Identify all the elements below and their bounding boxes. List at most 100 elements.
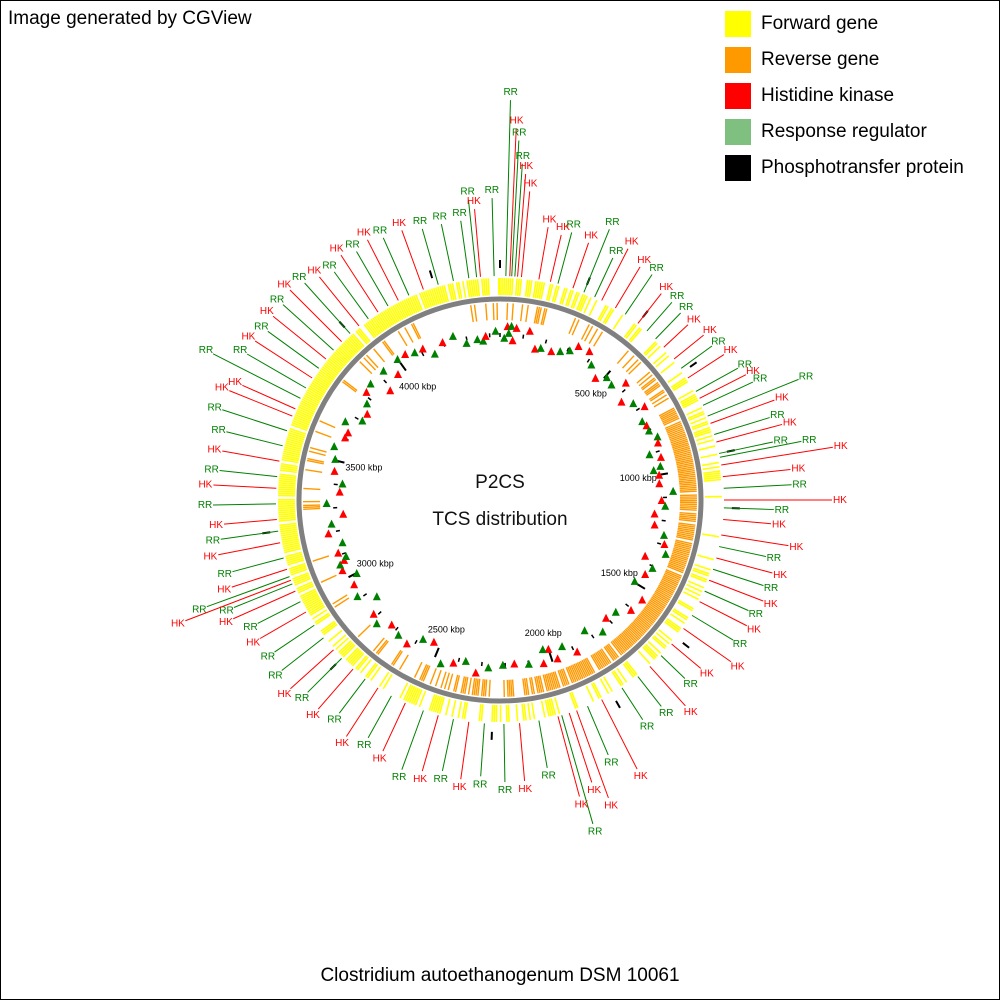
reverse-gene-mark [372,637,385,652]
reverse-gene-mark [607,643,620,658]
forward-gene-mark [345,339,359,353]
forward-gene-mark [321,622,337,634]
reverse-gene-mark [654,590,671,601]
hk-arrow [512,323,521,332]
forward-gene-mark [348,649,362,664]
forward-gene-mark [327,359,342,372]
rr-arrow [630,576,639,585]
forward-gene-mark [698,445,716,451]
hk-arrow [539,659,548,668]
forward-gene-mark [422,291,431,308]
forward-gene-mark [305,390,322,401]
callout-line [576,710,609,799]
phosphotransfer-mark [615,700,621,709]
rr-arrow [598,627,607,636]
reverse-gene-mark [679,505,697,508]
reverse-gene-mark [342,381,357,393]
forward-gene-mark [554,697,561,715]
reverse-gene-mark [549,672,556,690]
hk-label: HK [783,417,797,428]
hk-arrow [530,344,539,353]
forward-gene-mark [404,685,414,702]
minor-tick [655,450,660,453]
tick-label: 1500 kbp [601,568,638,578]
rr-arrow [656,461,665,470]
callout-line [673,334,704,360]
reverse-gene-mark [539,675,545,693]
callout-line [421,228,439,285]
hk-arrow [344,428,353,437]
forward-gene-mark [694,563,711,571]
forward-gene-mark [538,281,544,299]
forward-gene-mark [344,340,358,354]
hk-arrow [350,580,359,589]
forward-gene-mark [672,609,688,621]
rr-label: RR [270,294,284,305]
reverse-gene-mark [667,427,684,436]
legend: Forward gene Reverse gene Histidine kina… [725,6,964,186]
forward-gene-mark [293,415,311,424]
forward-gene-mark [283,543,301,550]
callout-line [307,658,342,693]
forward-gene-mark [308,385,325,396]
forward-gene-mark [307,387,324,398]
callout-line [557,716,580,797]
forward-gene-mark [702,466,720,471]
hk-label: HK [773,570,787,581]
callout-line [663,324,689,348]
hk-label: HK [277,279,291,290]
reverse-gene-mark [624,628,638,642]
forward-gene-mark [278,477,297,481]
rr-label: RR [204,465,218,476]
hk-arrow [591,373,600,382]
forward-gene-mark [312,380,328,391]
forward-gene-mark [284,444,302,450]
forward-gene-mark [588,299,598,316]
phosphotransfer-mark [682,642,690,649]
reverse-gene-mark [547,673,554,690]
reverse-gene-mark [669,435,687,442]
callout-line [520,191,531,278]
reverse-gene-mark [674,453,692,459]
forward-gene-mark [290,566,307,574]
reverse-gene-mark [565,667,574,684]
reverse-gene-mark [642,609,657,621]
forward-gene-mark [678,599,694,610]
forward-gene-mark [307,602,324,613]
forward-gene-mark [382,673,393,690]
hk-label: HK [604,800,618,811]
hk-arrow [363,409,372,418]
forward-gene-mark [431,288,438,306]
reverse-gene-mark [676,462,694,467]
forward-gene-mark [290,423,308,432]
callout-line [695,367,739,392]
minor-tick [377,611,382,615]
callout-line [491,198,495,277]
forward-gene-mark [571,691,579,709]
callout-line [549,234,562,282]
reverse-gene-mark [357,624,371,638]
reverse-gene-mark [584,325,594,342]
forward-gene-mark [313,378,329,389]
hk-arrow [574,341,583,350]
forward-gene-mark [282,542,300,548]
reverse-gene-mark [422,665,431,682]
forward-gene-mark [688,412,705,421]
forward-gene-mark [278,506,296,510]
minor-tick [571,646,575,651]
reverse-gene-mark [452,674,459,692]
callout-line [333,271,369,320]
rr-arrow [379,366,388,375]
forward-gene-mark [304,392,321,403]
forward-gene-mark [670,613,686,625]
forward-gene-mark [414,689,423,706]
reverse-gene-mark [621,632,634,646]
forward-gene-mark [411,295,420,313]
forward-gene-mark [293,574,310,582]
reverse-gene-mark [675,458,693,464]
rr-label: RR [392,772,406,783]
forward-gene-mark [278,486,296,489]
forward-gene-mark [642,646,656,660]
reverse-gene-mark [581,659,591,676]
forward-gene-mark [278,490,296,493]
